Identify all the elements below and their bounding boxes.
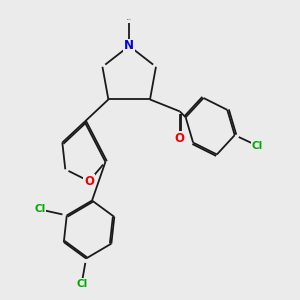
Text: O: O <box>175 132 185 145</box>
Text: Cl: Cl <box>251 140 262 151</box>
Text: Cl: Cl <box>76 279 87 289</box>
Text: Cl: Cl <box>34 204 46 214</box>
Text: O: O <box>84 175 94 188</box>
Text: methyl: methyl <box>127 19 132 20</box>
Text: N: N <box>124 40 134 52</box>
